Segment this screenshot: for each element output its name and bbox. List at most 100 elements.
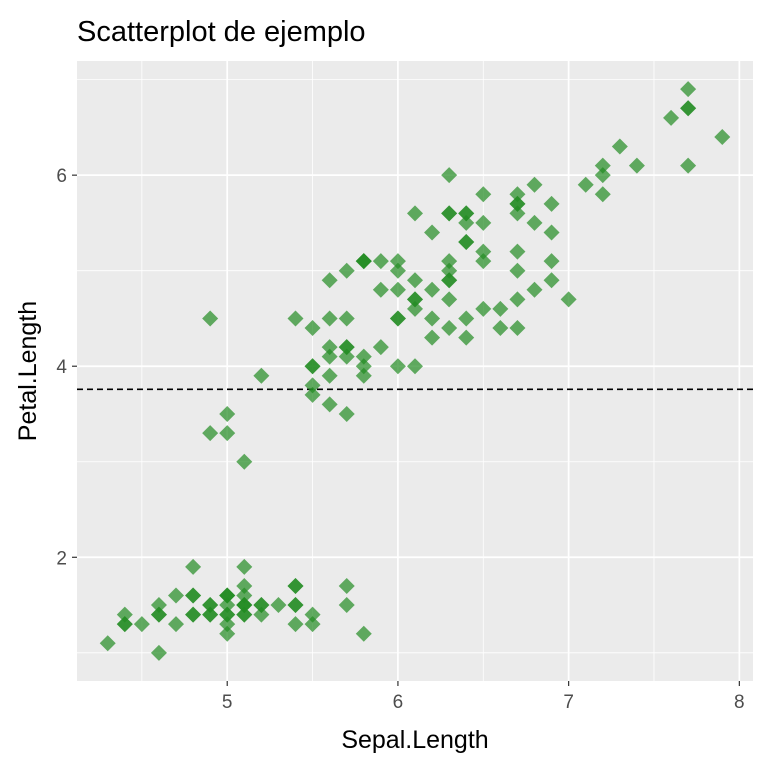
data-point	[236, 587, 253, 604]
data-point	[441, 291, 458, 308]
data-point	[458, 234, 475, 251]
data-point	[236, 606, 253, 623]
data-point	[372, 281, 389, 298]
data-point	[441, 272, 458, 289]
data-point	[338, 405, 355, 422]
data-point	[355, 253, 372, 270]
data-point	[168, 587, 185, 604]
data-point	[236, 577, 253, 594]
data-point	[219, 597, 236, 614]
data-point	[321, 396, 338, 413]
data-point	[458, 310, 475, 327]
data-point	[355, 348, 372, 365]
data-point	[116, 606, 133, 623]
data-point	[287, 310, 304, 327]
data-point	[475, 186, 492, 203]
data-point	[424, 224, 441, 241]
data-point	[355, 358, 372, 375]
data-point	[321, 272, 338, 289]
x-tick-label: 6	[393, 692, 404, 713]
data-point	[321, 310, 338, 327]
data-point	[458, 329, 475, 346]
y-tick-label: 6	[56, 166, 67, 187]
data-point	[338, 339, 355, 356]
x-tick-label: 5	[222, 692, 233, 713]
data-point	[509, 195, 526, 212]
data-point	[253, 597, 270, 614]
data-point	[253, 606, 270, 623]
data-point	[680, 100, 697, 117]
data-point	[202, 597, 219, 614]
data-point	[372, 253, 389, 270]
data-point	[509, 243, 526, 260]
data-point	[475, 214, 492, 231]
data-point	[372, 339, 389, 356]
data-point	[185, 587, 202, 604]
data-point	[475, 253, 492, 270]
data-point	[219, 606, 236, 623]
data-point	[628, 157, 645, 174]
data-point	[441, 205, 458, 222]
data-point	[560, 291, 577, 308]
data-point	[236, 558, 253, 575]
data-point	[389, 358, 406, 375]
data-point	[355, 367, 372, 384]
data-point	[594, 186, 611, 203]
data-point	[287, 577, 304, 594]
data-point	[475, 243, 492, 260]
y-tick-label: 2	[56, 548, 67, 569]
data-point	[458, 214, 475, 231]
data-point	[441, 320, 458, 337]
data-point	[236, 597, 253, 614]
data-point	[321, 339, 338, 356]
data-point	[389, 310, 406, 327]
data-point	[611, 138, 628, 155]
data-point	[407, 300, 423, 317]
data-point	[458, 205, 475, 222]
data-point	[594, 157, 611, 174]
data-point	[99, 635, 116, 652]
data-point	[680, 157, 697, 174]
data-point	[594, 167, 611, 184]
data-point	[389, 281, 406, 298]
data-point	[509, 291, 526, 308]
data-point	[168, 616, 185, 633]
data-point	[236, 453, 253, 470]
data-point	[543, 272, 560, 289]
data-point	[509, 186, 526, 203]
data-point	[407, 291, 423, 308]
data-point	[304, 377, 321, 394]
data-point	[680, 81, 697, 98]
data-point	[304, 386, 321, 403]
data-point	[219, 616, 236, 633]
data-point	[304, 358, 321, 375]
data-point	[150, 606, 167, 623]
x-tick-label: 7	[563, 692, 574, 713]
data-point	[663, 109, 680, 126]
data-point	[492, 300, 509, 317]
data-point	[219, 405, 236, 422]
data-point	[526, 176, 543, 193]
data-point	[219, 587, 236, 604]
data-point	[321, 348, 338, 365]
data-point	[407, 205, 423, 222]
data-point	[338, 597, 355, 614]
data-point	[407, 272, 423, 289]
data-point	[202, 606, 219, 623]
data-point	[219, 425, 236, 442]
data-point	[714, 128, 731, 145]
data-point	[133, 616, 150, 633]
data-point	[526, 214, 543, 231]
data-point	[219, 625, 236, 642]
data-point	[355, 625, 372, 642]
data-point	[338, 348, 355, 365]
data-point	[116, 616, 133, 633]
data-point	[389, 262, 406, 279]
data-point	[441, 262, 458, 279]
y-axis-title: Petal.Length	[14, 301, 42, 441]
x-tick-label: 8	[734, 692, 745, 713]
data-point	[389, 253, 406, 270]
data-point	[253, 367, 270, 384]
data-point	[509, 320, 526, 337]
